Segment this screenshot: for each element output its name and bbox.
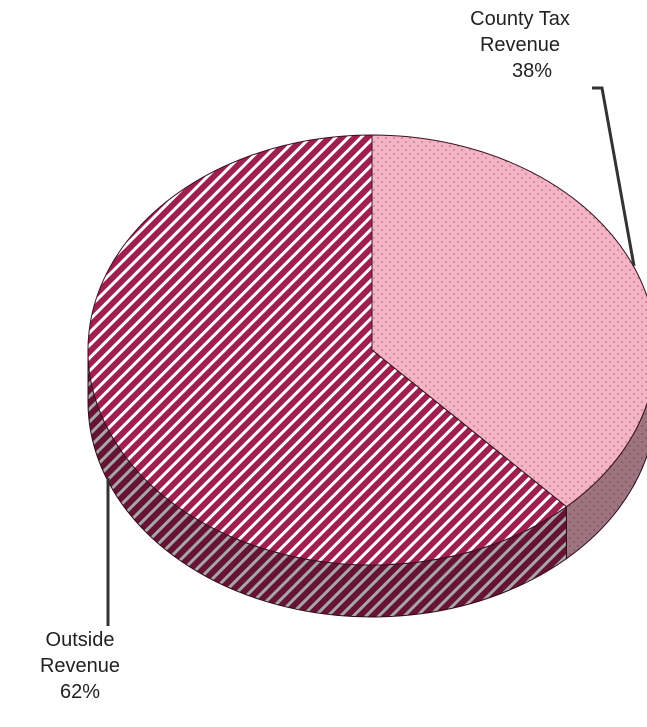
leader-line	[592, 86, 636, 267]
slice-label: Outside Revenue 62%	[20, 627, 140, 705]
pie-side-shade	[88, 350, 567, 617]
slice-label: County Tax Revenue 38%	[445, 6, 595, 84]
value-label: 38%	[511, 60, 553, 82]
category-label: County Tax Revenue	[470, 8, 570, 56]
category-label: Outside Revenue	[39, 629, 121, 677]
pie-side-shade	[566, 403, 647, 559]
value-label: 62%	[59, 681, 101, 703]
pie-slice	[87, 134, 568, 566]
pie-tops	[87, 134, 647, 566]
pie-slice	[371, 134, 647, 508]
